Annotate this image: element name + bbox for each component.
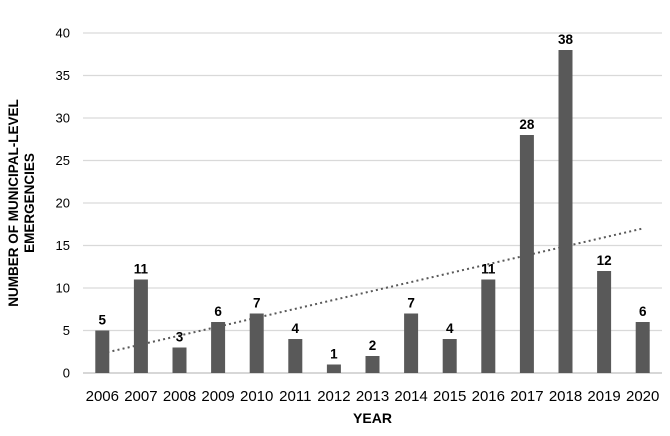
year-label-2007: 2007 — [124, 388, 157, 405]
value-label-2015: 4 — [446, 321, 454, 336]
value-label-2018: 38 — [558, 32, 574, 47]
year-label-2018: 2018 — [549, 388, 582, 405]
x-axis-title: YEAR — [353, 410, 392, 426]
y-tick-label: 10 — [56, 281, 70, 296]
y-tick-label: 35 — [56, 68, 70, 83]
bar-2017 — [519, 135, 534, 373]
value-label-2010: 7 — [253, 296, 261, 311]
y-tick-label: 20 — [56, 196, 70, 211]
year-label-2019: 2019 — [587, 388, 620, 405]
year-label-2008: 2008 — [163, 388, 196, 405]
y-tick-label: 5 — [63, 323, 70, 338]
bar-2014 — [404, 313, 419, 373]
y-tick-label: 40 — [56, 26, 70, 41]
value-label-2008: 3 — [176, 330, 184, 345]
bar-2008 — [172, 347, 187, 373]
value-label-2012: 1 — [330, 347, 338, 362]
value-label-2011: 4 — [292, 321, 300, 336]
value-label-2017: 28 — [519, 117, 535, 132]
bar-2012 — [326, 364, 341, 373]
bar-2013 — [365, 356, 380, 373]
year-label-2014: 2014 — [394, 388, 427, 405]
y-tick-label: 25 — [56, 153, 70, 168]
bar-2011 — [288, 339, 303, 373]
y-tick-label: 15 — [56, 238, 70, 253]
y-axis-title-line1: NUMBER OF MUNICIPAL-LEVEL — [6, 99, 21, 307]
year-label-2015: 2015 — [433, 388, 466, 405]
year-label-2012: 2012 — [317, 388, 350, 405]
year-label-2006: 2006 — [86, 388, 119, 405]
bar-2019 — [597, 271, 612, 373]
y-axis-title-line2: EMERGENCIES — [22, 153, 37, 253]
year-label-2009: 2009 — [201, 388, 234, 405]
year-label-2010: 2010 — [240, 388, 273, 405]
value-label-2019: 12 — [597, 253, 612, 268]
trendline — [102, 227, 643, 355]
bar-2010 — [249, 313, 264, 373]
y-tick-label: 0 — [63, 366, 70, 381]
bar-2007 — [133, 279, 148, 373]
year-label-2013: 2013 — [356, 388, 389, 405]
value-label-2006: 5 — [99, 313, 107, 328]
year-label-2017: 2017 — [510, 388, 543, 405]
y-axis-title: NUMBER OF MUNICIPAL-LEVEL EMERGENCIES — [6, 28, 42, 378]
value-label-2020: 6 — [639, 304, 647, 319]
bar-2009 — [211, 322, 226, 373]
year-label-2016: 2016 — [472, 388, 505, 405]
year-label-2020: 2020 — [626, 388, 659, 405]
year-label-2011: 2011 — [279, 388, 311, 405]
value-label-2016: 11 — [481, 262, 496, 277]
bar-2015 — [442, 339, 457, 373]
bar-2018 — [558, 50, 573, 373]
value-label-2009: 6 — [214, 304, 222, 319]
value-label-2014: 7 — [407, 296, 415, 311]
y-tick-label: 30 — [56, 111, 70, 126]
value-label-2013: 2 — [369, 338, 377, 353]
bar-2020 — [635, 322, 650, 373]
value-label-2007: 11 — [134, 262, 149, 277]
bar-2016 — [481, 279, 496, 373]
bar-2006 — [95, 330, 110, 373]
